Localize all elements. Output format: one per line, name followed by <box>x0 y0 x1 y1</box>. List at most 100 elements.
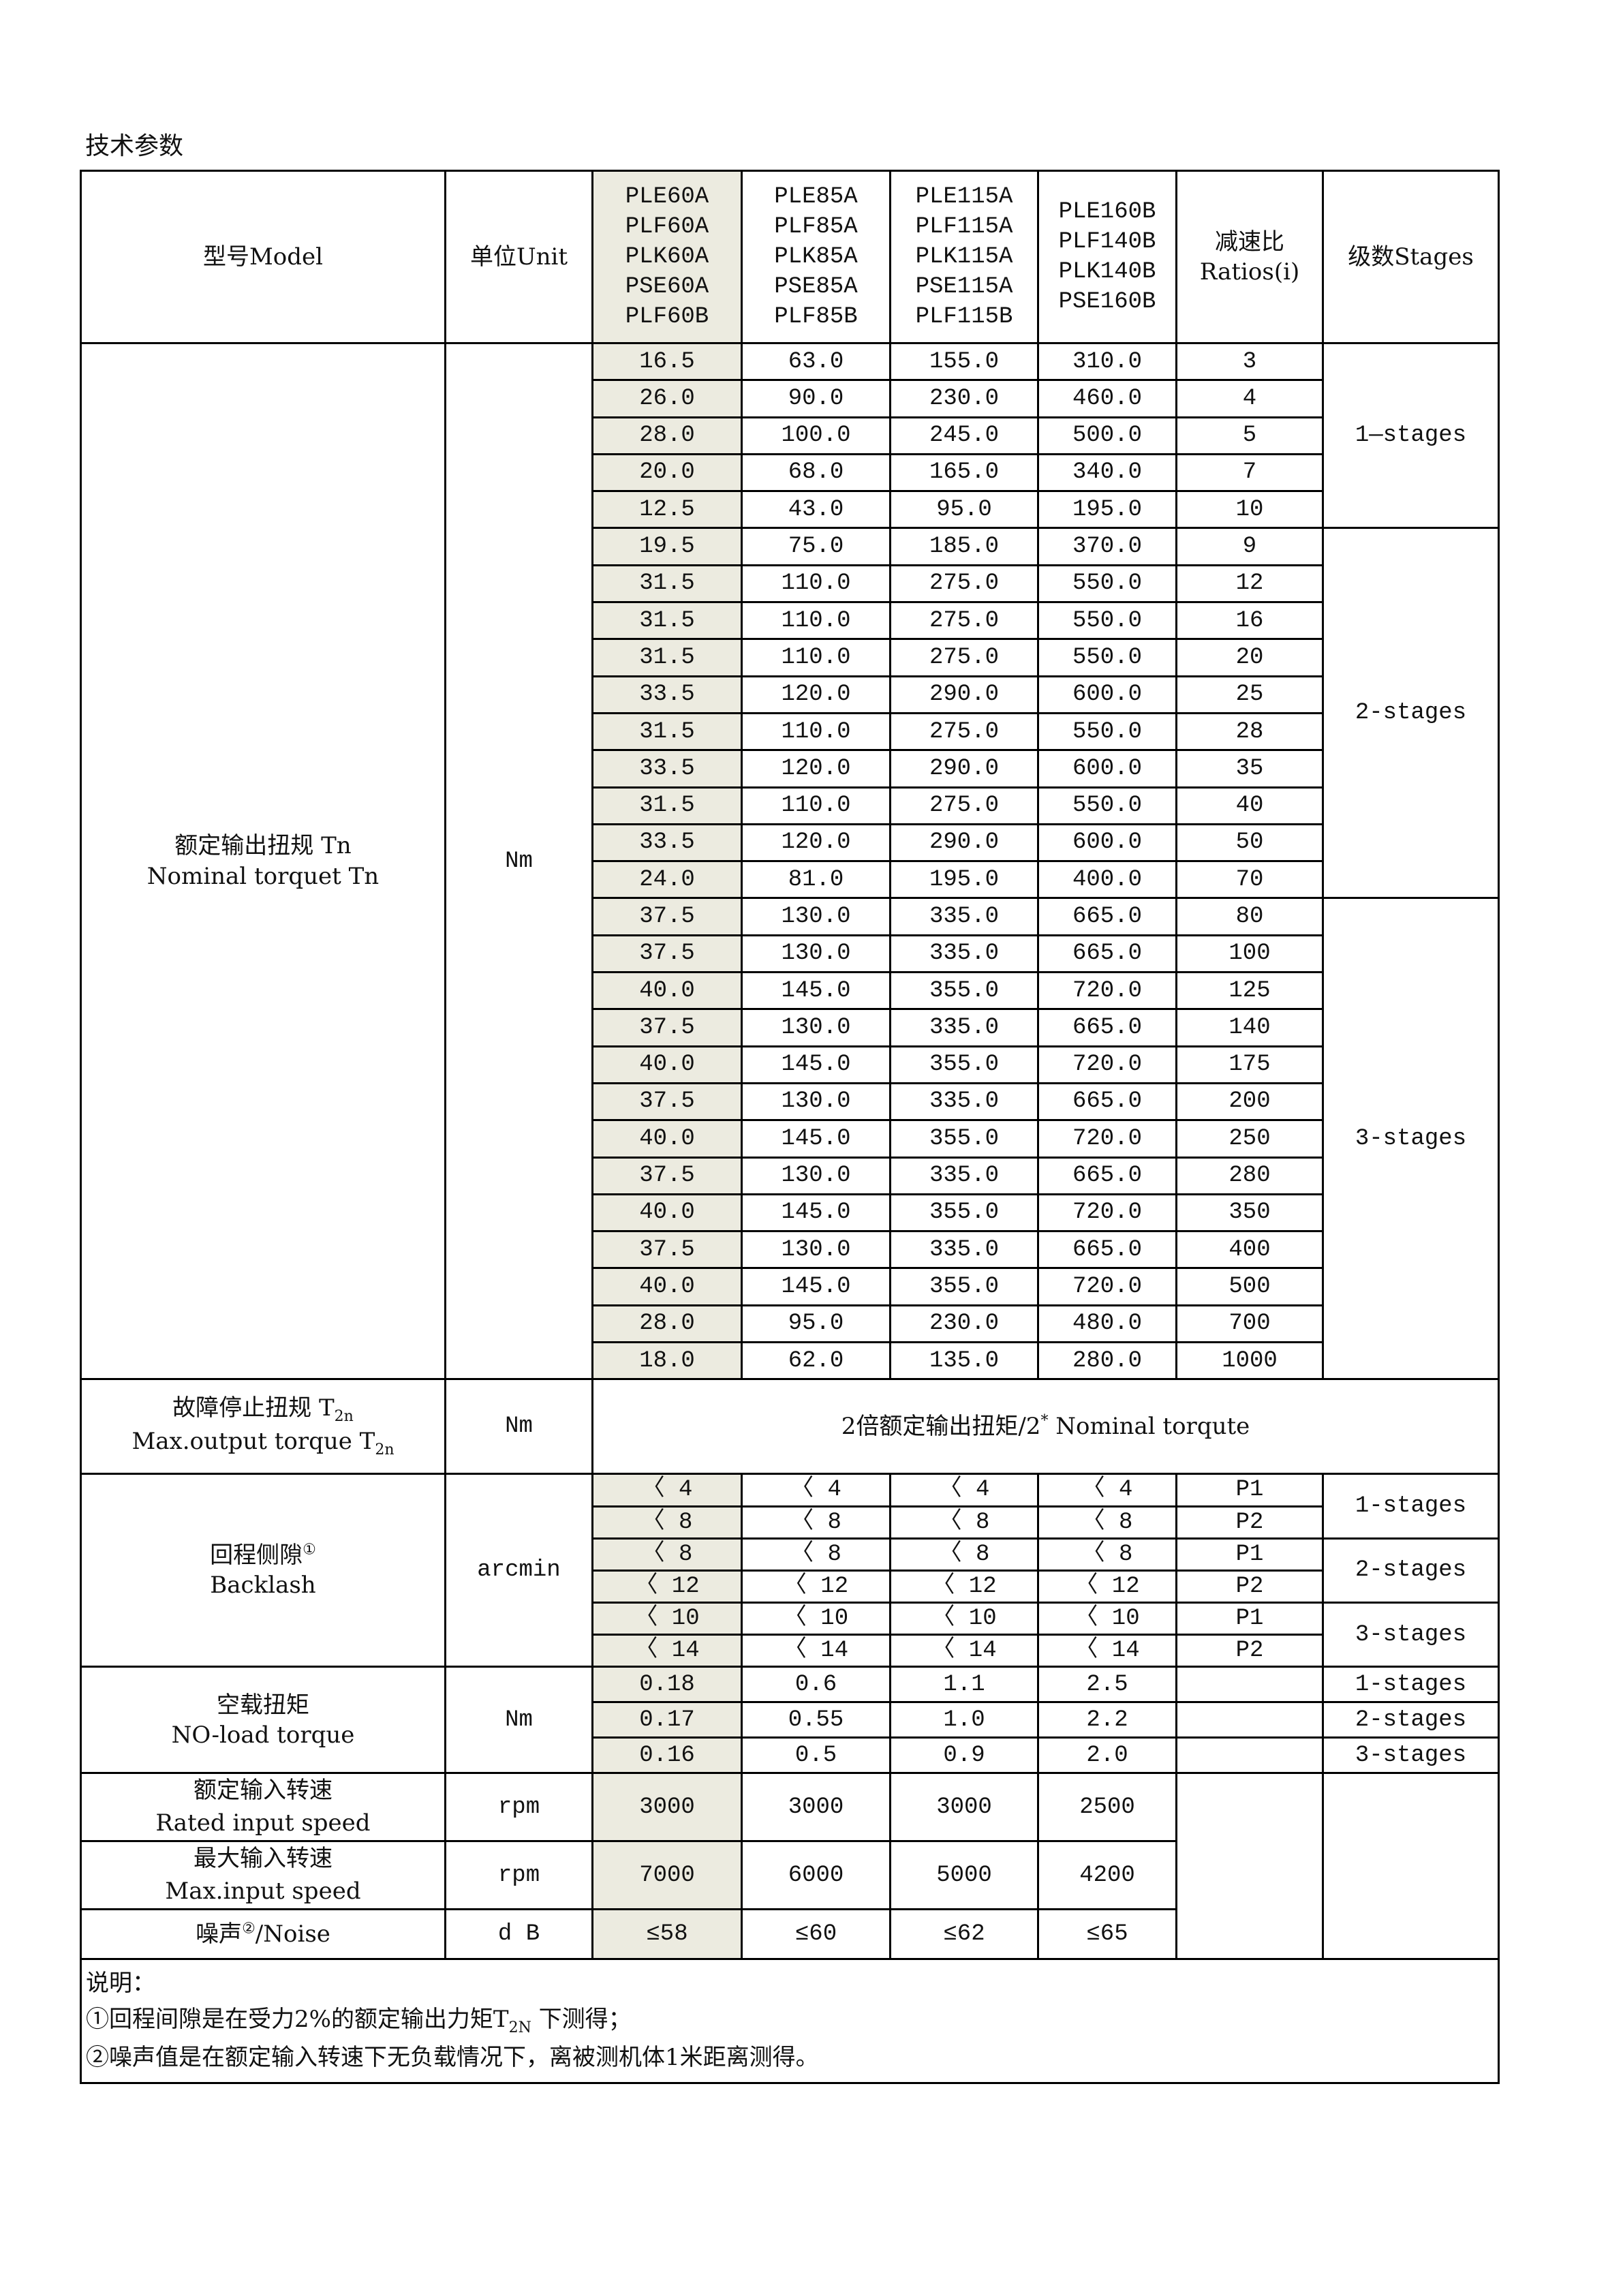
ratio-cell: 175 <box>1175 1045 1324 1084</box>
text: 80 <box>1235 904 1264 930</box>
text: PLF140B <box>1058 228 1156 255</box>
backlash-cell: 〈 14 <box>741 1634 891 1668</box>
torque-cell: 340.0 <box>1037 453 1177 493</box>
torque-cell: 335.0 <box>889 934 1039 974</box>
text: 20.0 <box>639 459 695 486</box>
backlash-cell: P1 <box>1175 1473 1324 1507</box>
text: 1-stages <box>1355 1671 1467 1698</box>
text: 120.0 <box>781 755 851 782</box>
ratio-cell: 700 <box>1175 1304 1324 1344</box>
header-model-0: PLE60A PLF60A PLK60A PSE60A PLF60B <box>591 170 743 344</box>
text: 〈 12 <box>783 1573 849 1599</box>
torque-cell: 16.5 <box>591 341 743 382</box>
torque-cell: 355.0 <box>889 1267 1039 1306</box>
torque-cell: 230.0 <box>889 379 1039 418</box>
table-row: 37.5 130.0 335.0 665.0 280 <box>81 1156 1499 1195</box>
torque-cell: 310.0 <box>1037 341 1177 382</box>
table-row: 0.17 0.55 1.0 2.2 2-stages <box>81 1701 1500 1739</box>
table-row: 33.5 120.0 290.0 600.0 35 <box>81 749 1499 789</box>
text: 19.5 <box>639 534 695 560</box>
text: 1-stages <box>1355 1493 1467 1519</box>
torque-cell: 185.0 <box>889 527 1039 566</box>
text: 665.0 <box>1072 1236 1143 1263</box>
text: Nominal torquet Tn <box>146 862 380 890</box>
torque-cell: 665.0 <box>1037 897 1177 936</box>
torque-cell: 33.5 <box>591 675 743 714</box>
text: 〈 8 <box>1081 1509 1133 1535</box>
text: 1.0 <box>943 1706 985 1733</box>
ratio-cell: 4 <box>1175 379 1324 418</box>
text: 110.0 <box>781 718 851 745</box>
text: 370.0 <box>1072 534 1143 560</box>
text: 4200 <box>1079 1862 1135 1888</box>
header-model-3: PLE160B PLF140B PLK140B PSE160B <box>1037 170 1177 344</box>
max_speed-cell: 4200 <box>1037 1840 1177 1911</box>
text: 0.55 <box>788 1706 844 1733</box>
torque-cell: 600.0 <box>1037 823 1177 863</box>
text: 额定输入转速 <box>194 1777 333 1805</box>
text: 90.0 <box>788 385 844 412</box>
text: P1 <box>1235 1477 1264 1503</box>
noload-cell: 1.0 <box>889 1701 1039 1739</box>
footnote-marker: ② <box>242 1920 256 1938</box>
max_speed-cell: 5000 <box>889 1840 1039 1911</box>
stage-group: 2-stages <box>1322 1537 1500 1604</box>
text: 故障停止扭规 T <box>172 1394 335 1422</box>
table-row: 〈 10 〈 10 〈 10 〈 10 P1 3-stages <box>81 1602 1500 1668</box>
text: 230.0 <box>929 1311 1000 1337</box>
text: 335.0 <box>929 1163 1000 1189</box>
backlash-cell: 〈 8 <box>741 1505 891 1540</box>
text: 额定输出扭规 Tn <box>174 832 352 860</box>
torque-cell: 37.5 <box>591 897 743 936</box>
text: 250 <box>1228 1125 1271 1152</box>
torque-cell: 130.0 <box>741 897 891 936</box>
torque-cell: 335.0 <box>889 897 1039 936</box>
text: 〈 8 <box>938 1509 990 1535</box>
table-row: 31.5 110.0 275.0 550.0 20 <box>81 638 1499 677</box>
torque-cell: 290.0 <box>889 749 1039 789</box>
text: 2500 <box>1079 1794 1135 1820</box>
text: 355.0 <box>929 1199 1000 1226</box>
ratio-cell: 35 <box>1175 749 1324 789</box>
backlash-cell: 〈 8 <box>741 1537 891 1572</box>
backlash-cell: 〈 12 <box>591 1569 743 1604</box>
noload-cell: 0.55 <box>741 1701 891 1739</box>
text: 〈 8 <box>790 1541 841 1567</box>
text: 40.0 <box>639 1052 695 1078</box>
torque-cell: 28.0 <box>591 1304 743 1344</box>
torque-cell: 37.5 <box>591 1156 743 1195</box>
text: 110.0 <box>781 644 851 671</box>
torque-cell: 665.0 <box>1037 1156 1177 1195</box>
torque-cell: 37.5 <box>591 934 743 974</box>
torque-cell: 120.0 <box>741 823 891 863</box>
table-row: 31.5 110.0 275.0 550.0 28 <box>81 711 1499 752</box>
backlash-cell: 〈 10 <box>741 1602 891 1636</box>
table-row: 40.0 145.0 355.0 720.0 500 <box>81 1267 1499 1306</box>
noload-label: 空载扭矩 NO-load torque <box>80 1666 446 1775</box>
table-row: 〈 8 〈 8 〈 8 〈 8 P1 2-stages <box>81 1537 1500 1604</box>
text: ≤65 <box>1086 1921 1128 1948</box>
text: 400.0 <box>1072 866 1143 893</box>
text: 125 <box>1228 977 1271 1004</box>
torque-cell: 145.0 <box>741 1267 891 1306</box>
text: 110.0 <box>781 607 851 634</box>
torque-cell: 400.0 <box>1037 860 1177 900</box>
backlash-cell: P2 <box>1175 1505 1324 1540</box>
table-row: 31.5 110.0 275.0 550.0 40 <box>81 786 1499 825</box>
text: 31.5 <box>639 718 695 745</box>
text: 0.17 <box>639 1706 695 1733</box>
text: 最大输入转速 <box>194 1845 333 1873</box>
max-torque-label: 故障停止扭规 T2n Max.output torque T2n <box>80 1378 446 1475</box>
backlash-cell: 〈 12 <box>1037 1569 1177 1604</box>
text: 500 <box>1228 1273 1271 1300</box>
text: PLE85A <box>774 183 858 210</box>
table-row: 回程侧隙① Backlash arcmin 〈 4 〈 4 〈 4 〈 4 P1 1-stage… <box>80 1473 1500 1668</box>
text: 1000 <box>1222 1347 1278 1374</box>
torque-cell: 550.0 <box>1037 638 1177 677</box>
backlash-cell: P1 <box>1175 1537 1324 1572</box>
text: P1 <box>1235 1541 1264 1567</box>
torque-cell: 720.0 <box>1037 971 1177 1011</box>
noload-cell: 0.16 <box>591 1736 743 1775</box>
text: 50 <box>1235 829 1264 856</box>
text: 3 <box>1242 348 1257 375</box>
